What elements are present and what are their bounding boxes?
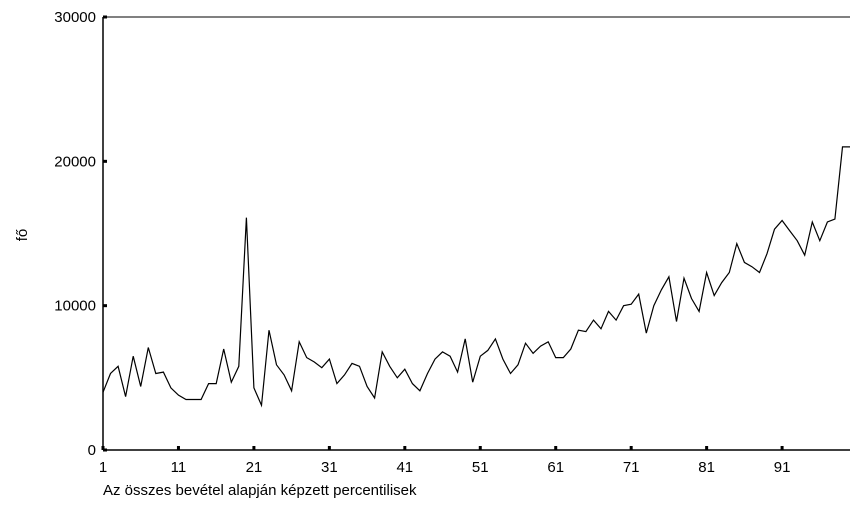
x-tick-label: 1 (99, 459, 107, 476)
x-tick-label: 91 (774, 459, 791, 476)
y-tick-label: 0 (88, 442, 96, 459)
x-axis-ticks: 1 11 21 31 41 51 61 71 81 91 (99, 446, 791, 476)
y-axis-ticks: 0 10000 20000 30000 (54, 9, 107, 459)
x-tick-label: 11 (171, 459, 187, 476)
x-tick-label: 71 (623, 459, 640, 476)
y-axis-title: fő (14, 229, 31, 242)
x-tick-label: 51 (472, 459, 489, 476)
plot-frame (102, 16, 850, 451)
x-tick-label: 61 (547, 459, 564, 476)
y-tick-label: 10000 (54, 298, 96, 315)
x-tick-label: 81 (698, 459, 715, 476)
series-line (102, 146, 850, 408)
x-tick-label: 21 (246, 459, 263, 476)
x-tick-label: 31 (321, 459, 338, 476)
x-tick-label: 41 (396, 459, 413, 476)
y-tick-label: 30000 (54, 9, 96, 26)
x-axis-title: Az összes bevétel alapján képzett percen… (103, 482, 417, 499)
y-tick-label: 20000 (54, 153, 96, 170)
